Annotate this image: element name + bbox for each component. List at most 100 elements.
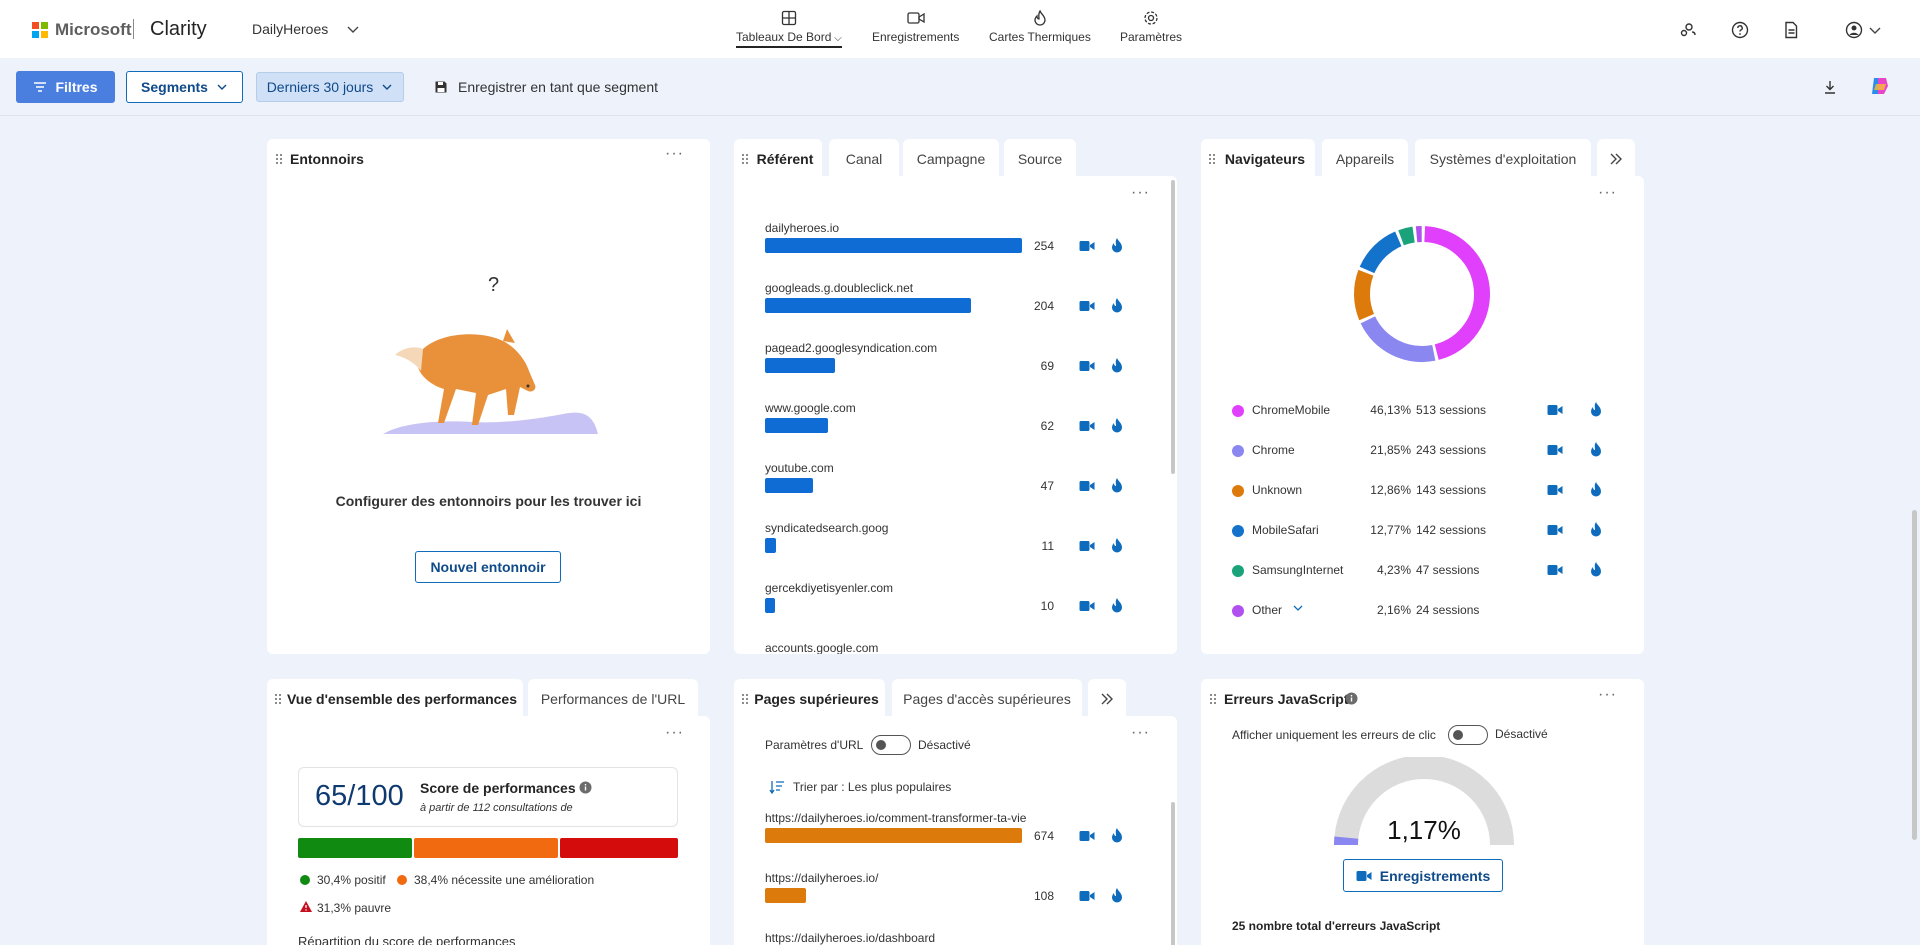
- donut-slice[interactable]: [1424, 226, 1490, 360]
- segments-button[interactable]: Segments: [126, 71, 243, 103]
- nav-settings[interactable]: Paramètres: [1120, 10, 1182, 44]
- heatmap-icon[interactable]: [1111, 598, 1123, 614]
- browser-name[interactable]: ChromeMobile: [1252, 403, 1331, 417]
- js-errors-recordings-button[interactable]: Enregistrements: [1343, 859, 1503, 892]
- referrer-bar[interactable]: [765, 418, 828, 433]
- referrer-label[interactable]: dailyheroes.io: [765, 221, 840, 235]
- heatmap-icon[interactable]: [1590, 442, 1602, 458]
- donut-slice[interactable]: [1398, 226, 1415, 246]
- chevron-down-icon[interactable]: [1868, 21, 1882, 39]
- more-tabs-button[interactable]: [1597, 139, 1635, 179]
- referrer-label[interactable]: www.google.com: [765, 401, 856, 415]
- url-params-toggle[interactable]: [871, 735, 911, 755]
- page-bar[interactable]: [765, 828, 1022, 843]
- page-scrollbar[interactable]: [1912, 510, 1917, 840]
- more-options-icon[interactable]: ···: [1598, 686, 1617, 703]
- referrer-label[interactable]: accounts.google.com: [765, 641, 879, 654]
- drag-handle-icon[interactable]: [274, 693, 282, 705]
- info-icon[interactable]: [1345, 692, 1358, 705]
- heatmap-icon[interactable]: [1111, 418, 1123, 434]
- browser-name[interactable]: Chrome: [1252, 443, 1295, 457]
- referrer-label[interactable]: googleads.g.doubleclick.net: [765, 281, 914, 295]
- save-as-segment-button[interactable]: Enregistrer en tant que segment: [434, 79, 658, 95]
- recordings-icon[interactable]: [1547, 404, 1563, 416]
- help-icon[interactable]: [1731, 21, 1749, 39]
- document-icon[interactable]: [1782, 21, 1800, 39]
- tab-url-performance[interactable]: Performances de l'URL: [528, 679, 698, 719]
- copilot-icon[interactable]: [1868, 74, 1892, 98]
- recordings-icon[interactable]: [1079, 600, 1095, 612]
- tab-performance-overview[interactable]: Vue d'ensemble des performances: [267, 679, 523, 719]
- donut-slice[interactable]: [1359, 231, 1402, 274]
- info-icon[interactable]: [579, 781, 592, 794]
- recordings-icon[interactable]: [1547, 484, 1563, 496]
- heatmap-icon[interactable]: [1590, 482, 1602, 498]
- browser-name[interactable]: SamsungInternet: [1252, 563, 1344, 577]
- heatmap-icon[interactable]: [1111, 238, 1123, 254]
- referrer-bar[interactable]: [765, 238, 1022, 253]
- heatmap-icon[interactable]: [1111, 298, 1123, 314]
- heatmap-icon[interactable]: [1590, 522, 1602, 538]
- heatmap-icon[interactable]: [1590, 402, 1602, 418]
- referrer-label[interactable]: youtube.com: [765, 461, 834, 475]
- page-label[interactable]: https://dailyheroes.io/comment-transform…: [765, 811, 1027, 825]
- click-errors-only-toggle[interactable]: [1448, 725, 1488, 745]
- tab-referrer[interactable]: Référent: [734, 139, 822, 179]
- recordings-icon[interactable]: [1079, 890, 1095, 902]
- project-selector[interactable]: DailyHeroes: [252, 21, 329, 37]
- recordings-icon[interactable]: [1079, 360, 1095, 372]
- tab-os[interactable]: Systèmes d'exploitation: [1415, 139, 1591, 179]
- nav-heatmaps[interactable]: Cartes Thermiques: [989, 10, 1091, 44]
- heatmap-icon[interactable]: [1590, 562, 1602, 578]
- browser-name[interactable]: MobileSafari: [1252, 523, 1319, 537]
- drag-handle-icon[interactable]: [741, 693, 749, 705]
- nav-recordings[interactable]: Enregistrements: [872, 10, 959, 44]
- recordings-icon[interactable]: [1079, 240, 1095, 252]
- tab-top-pages[interactable]: Pages supérieures: [734, 679, 885, 719]
- drag-handle-icon[interactable]: [1208, 153, 1216, 165]
- recordings-icon[interactable]: [1079, 830, 1095, 842]
- heatmap-icon[interactable]: [1111, 888, 1123, 904]
- referrer-bar[interactable]: [765, 538, 776, 553]
- heatmap-icon[interactable]: [1111, 828, 1123, 844]
- tab-source[interactable]: Source: [1004, 139, 1076, 179]
- more-options-icon[interactable]: ···: [1131, 724, 1150, 741]
- recordings-icon[interactable]: [1079, 540, 1095, 552]
- pages-scrollbar[interactable]: [1171, 802, 1175, 945]
- filters-button[interactable]: Filtres: [16, 71, 115, 103]
- more-options-icon[interactable]: ···: [1598, 184, 1617, 201]
- drag-handle-icon[interactable]: [275, 153, 283, 165]
- browser-name[interactable]: Unknown: [1252, 483, 1303, 497]
- page-label[interactable]: https://dailyheroes.io/dashboard: [765, 931, 936, 945]
- chevron-down-icon[interactable]: [346, 22, 360, 36]
- page-bar[interactable]: [765, 888, 806, 903]
- more-options-icon[interactable]: ···: [1131, 184, 1150, 201]
- page-label[interactable]: https://dailyheroes.io/: [765, 871, 879, 885]
- referrer-label[interactable]: pagead2.googlesyndication.com: [765, 341, 938, 355]
- heatmap-icon[interactable]: [1111, 358, 1123, 374]
- sort-icon[interactable]: [769, 780, 785, 794]
- heatmap-icon[interactable]: [1111, 478, 1123, 494]
- recordings-icon[interactable]: [1547, 524, 1563, 536]
- tab-browsers[interactable]: Navigateurs: [1201, 139, 1315, 179]
- recordings-icon[interactable]: [1547, 444, 1563, 456]
- referrer-bar[interactable]: [765, 298, 971, 313]
- chevron-down-icon[interactable]: [1292, 602, 1304, 617]
- tab-top-entry-pages[interactable]: Pages d'accès supérieures: [892, 679, 1082, 719]
- drag-handle-icon[interactable]: [1209, 693, 1217, 705]
- account-icon[interactable]: [1845, 21, 1863, 39]
- more-options-icon[interactable]: ···: [665, 145, 684, 162]
- browser-name[interactable]: Other: [1252, 603, 1283, 617]
- recordings-icon[interactable]: [1079, 480, 1095, 492]
- donut-slice[interactable]: [1360, 316, 1436, 362]
- referrer-bar[interactable]: [765, 478, 813, 493]
- referrer-label[interactable]: syndicatedsearch.goog: [765, 521, 889, 535]
- referrer-bar[interactable]: [765, 358, 835, 373]
- clarity-brand[interactable]: Clarity: [150, 18, 207, 40]
- browsers-donut-chart[interactable]: [1349, 221, 1495, 367]
- drag-handle-icon[interactable]: [741, 153, 749, 165]
- nav-dashboards[interactable]: Tableaux De Bord ⌵: [736, 10, 842, 48]
- tab-channel[interactable]: Canal: [829, 139, 899, 179]
- heatmap-icon[interactable]: [1111, 538, 1123, 554]
- donut-slice[interactable]: [1354, 269, 1375, 321]
